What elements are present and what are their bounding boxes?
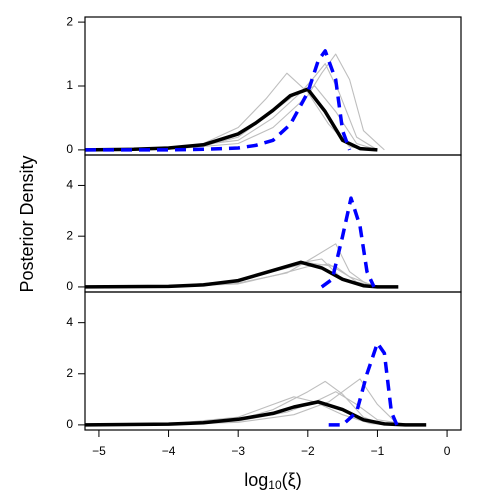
- series-line: [328, 341, 399, 427]
- series-line: [84, 85, 378, 151]
- x-tick-label: −3: [231, 444, 245, 458]
- y-tick-label: 0: [66, 142, 73, 156]
- panel-frame: [84, 16, 462, 156]
- series-line: [320, 196, 376, 289]
- series-line: [84, 260, 399, 289]
- y-tick-label: 0: [66, 417, 73, 431]
- y-tick-label: 0: [66, 279, 73, 293]
- y-tick-label: 4: [66, 178, 73, 192]
- y-tick-label: 4: [66, 315, 73, 329]
- series-line: [84, 87, 378, 152]
- panel-frame: [84, 291, 462, 431]
- y-tick-label: 2: [66, 228, 73, 242]
- x-tick-label: −2: [301, 444, 315, 458]
- y-tick-label: 2: [66, 366, 73, 380]
- x-tick-label: −5: [92, 444, 106, 458]
- x-label-base: log: [244, 470, 268, 490]
- x-label-rest: (ξ): [282, 470, 302, 490]
- y-tick-label: 2: [66, 14, 73, 28]
- x-tick-label: −4: [162, 444, 176, 458]
- x-axis-label: log10(ξ): [244, 470, 301, 492]
- y-tick-label: 1: [66, 78, 73, 92]
- x-tick-label: −1: [371, 444, 385, 458]
- series-line: [85, 49, 352, 152]
- y-axis-label: Posterior Density: [17, 155, 37, 292]
- x-label-sub: 10: [268, 478, 282, 492]
- x-tick-label: 0: [444, 444, 451, 458]
- series-line: [84, 400, 427, 427]
